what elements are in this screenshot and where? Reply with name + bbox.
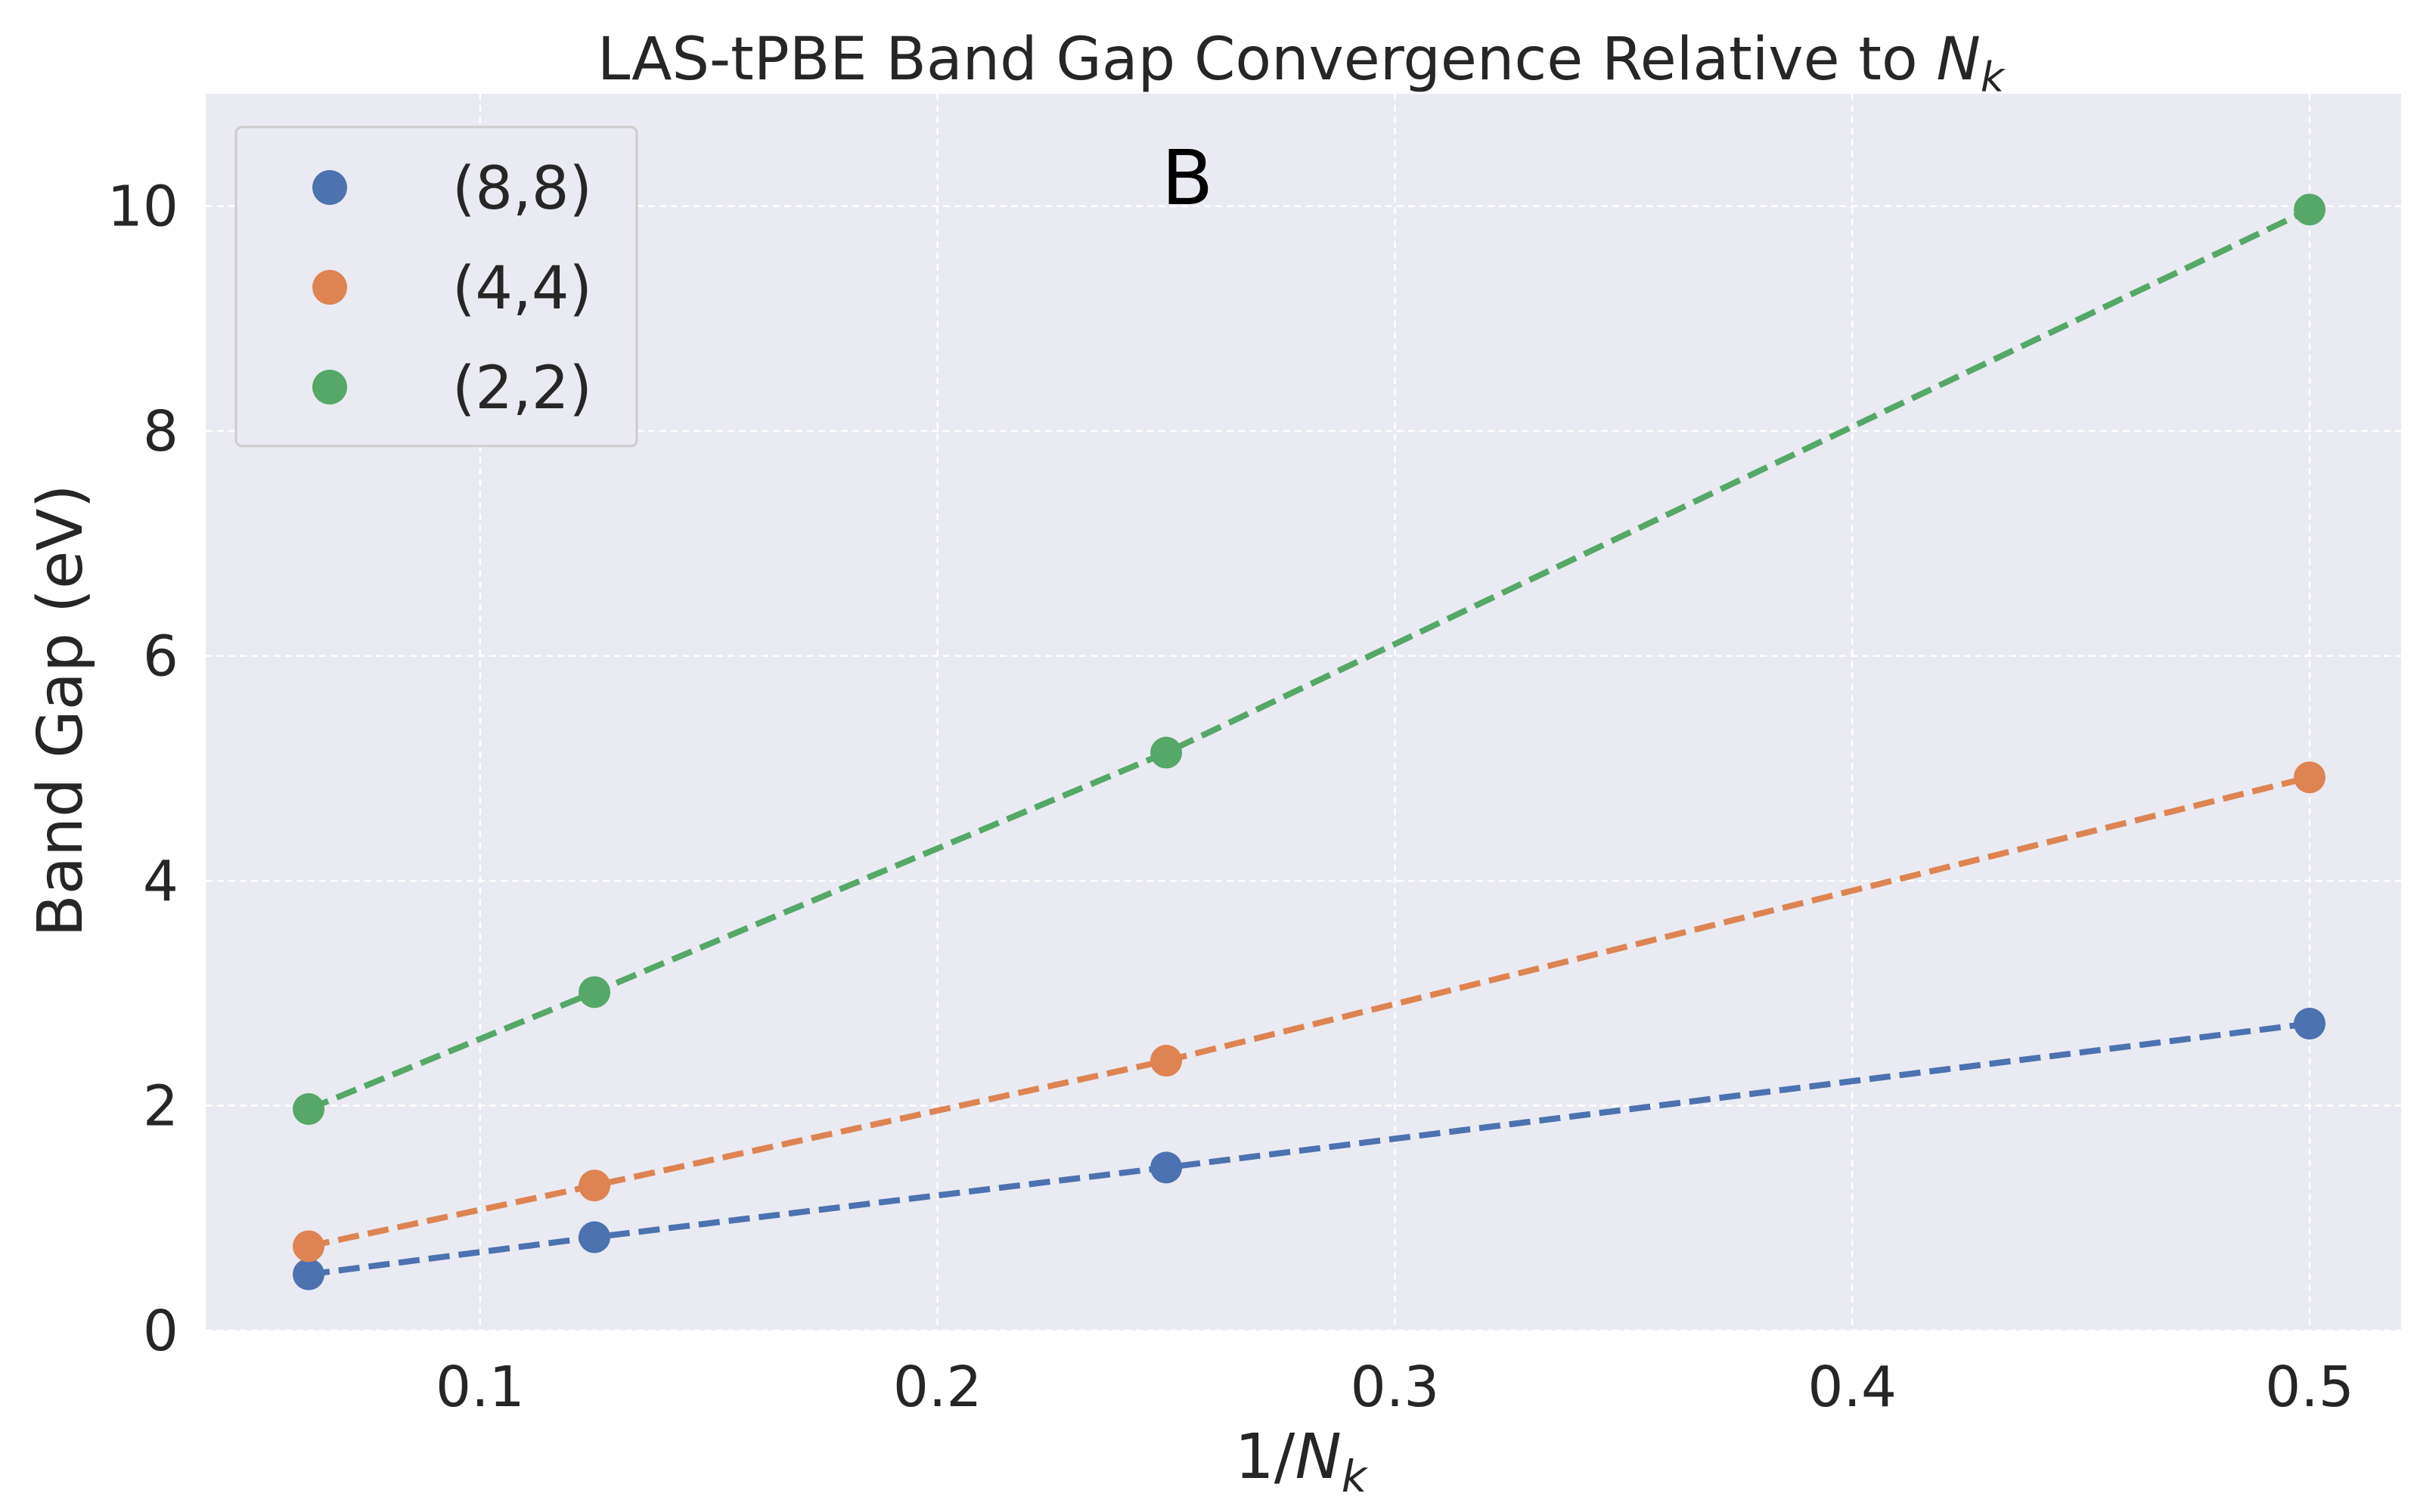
y-tick-label: 6 <box>143 624 178 689</box>
data-point <box>579 1170 611 1202</box>
data-point <box>579 1221 611 1253</box>
y-tick-label: 0 <box>143 1299 178 1364</box>
x-tick-label: 0.5 <box>2265 1355 2354 1420</box>
y-tick-label: 2 <box>143 1074 178 1139</box>
legend-label: (2,2) <box>452 355 592 423</box>
x-tick-label: 0.4 <box>1807 1355 1897 1420</box>
panel-annotation: B <box>1162 134 1214 222</box>
legend-item: (4,4) <box>312 255 592 323</box>
chart-title: LAS-tPBE Band Gap Convergence Relative t… <box>597 26 2006 101</box>
y-tick-label: 4 <box>143 849 178 914</box>
data-point <box>1150 1045 1183 1077</box>
data-point <box>293 1093 325 1126</box>
legend-label: (8,8) <box>452 155 592 223</box>
x-axis-label-math-sub: k <box>1342 1451 1369 1502</box>
series-line <box>307 206 2311 1112</box>
legend-marker <box>312 270 347 305</box>
legend-marker <box>312 370 347 404</box>
data-point <box>2294 761 2326 794</box>
x-tick-label: 0.2 <box>893 1355 982 1420</box>
series-layer <box>293 194 2326 1290</box>
data-point <box>293 1258 325 1290</box>
y-tick-label: 10 <box>107 175 178 240</box>
data-point <box>1150 736 1183 769</box>
data-point <box>2294 1007 2326 1040</box>
legend-label: (4,4) <box>452 255 592 323</box>
legend: (8,8) (4,4) (2,2) <box>234 125 638 448</box>
y-axis-label: Band Gap (eV) <box>25 484 97 937</box>
series <box>293 1007 2326 1290</box>
legend-marker <box>312 170 347 205</box>
chart-title-math: N <box>1936 26 1980 94</box>
data-point <box>2294 194 2326 226</box>
x-axis-label: 1/Nk <box>1235 1421 1369 1502</box>
x-tick-label: 0.1 <box>436 1355 525 1420</box>
x-tick-label: 0.3 <box>1351 1355 1440 1420</box>
data-point <box>579 976 611 1009</box>
chart-title-text: LAS-tPBE Band Gap Convergence Relative t… <box>597 26 1937 94</box>
data-point <box>1150 1151 1183 1184</box>
series-line <box>308 1021 2310 1278</box>
data-point <box>293 1230 325 1263</box>
x-axis-label-text: 1/ <box>1235 1421 1295 1493</box>
axis-ticks: 0.1 0.2 0.3 0.4 0.5 0 2 4 6 8 10 <box>107 175 2354 1420</box>
legend-item: (2,2) <box>312 355 592 423</box>
x-axis-label-math: N <box>1295 1421 1341 1493</box>
y-tick-label: 8 <box>143 399 178 464</box>
series <box>293 761 2326 1263</box>
series-line <box>308 774 2311 1250</box>
chart-title-math-sub: k <box>1981 54 2006 101</box>
legend-item: (8,8) <box>312 155 592 223</box>
legend-frame <box>234 125 638 448</box>
series <box>293 194 2326 1126</box>
